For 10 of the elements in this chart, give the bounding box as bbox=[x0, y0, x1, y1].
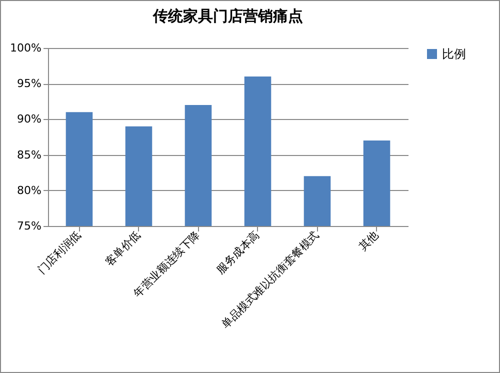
y-tick-label: 100% bbox=[10, 42, 42, 54]
y-tick-label: 80% bbox=[17, 184, 42, 197]
x-tick-label: 客单价低 bbox=[102, 228, 143, 269]
y-tick-label: 90% bbox=[17, 112, 42, 126]
chart-title: 传统家具门店营销痛点 bbox=[152, 7, 303, 25]
x-tick-label: 服务成本高 bbox=[214, 228, 262, 277]
x-tick-label: 其他 bbox=[356, 228, 382, 254]
legend-label: 比例 bbox=[442, 47, 466, 61]
y-tick-label: 85% bbox=[17, 148, 42, 162]
y-tick-label: 95% bbox=[17, 77, 42, 90]
